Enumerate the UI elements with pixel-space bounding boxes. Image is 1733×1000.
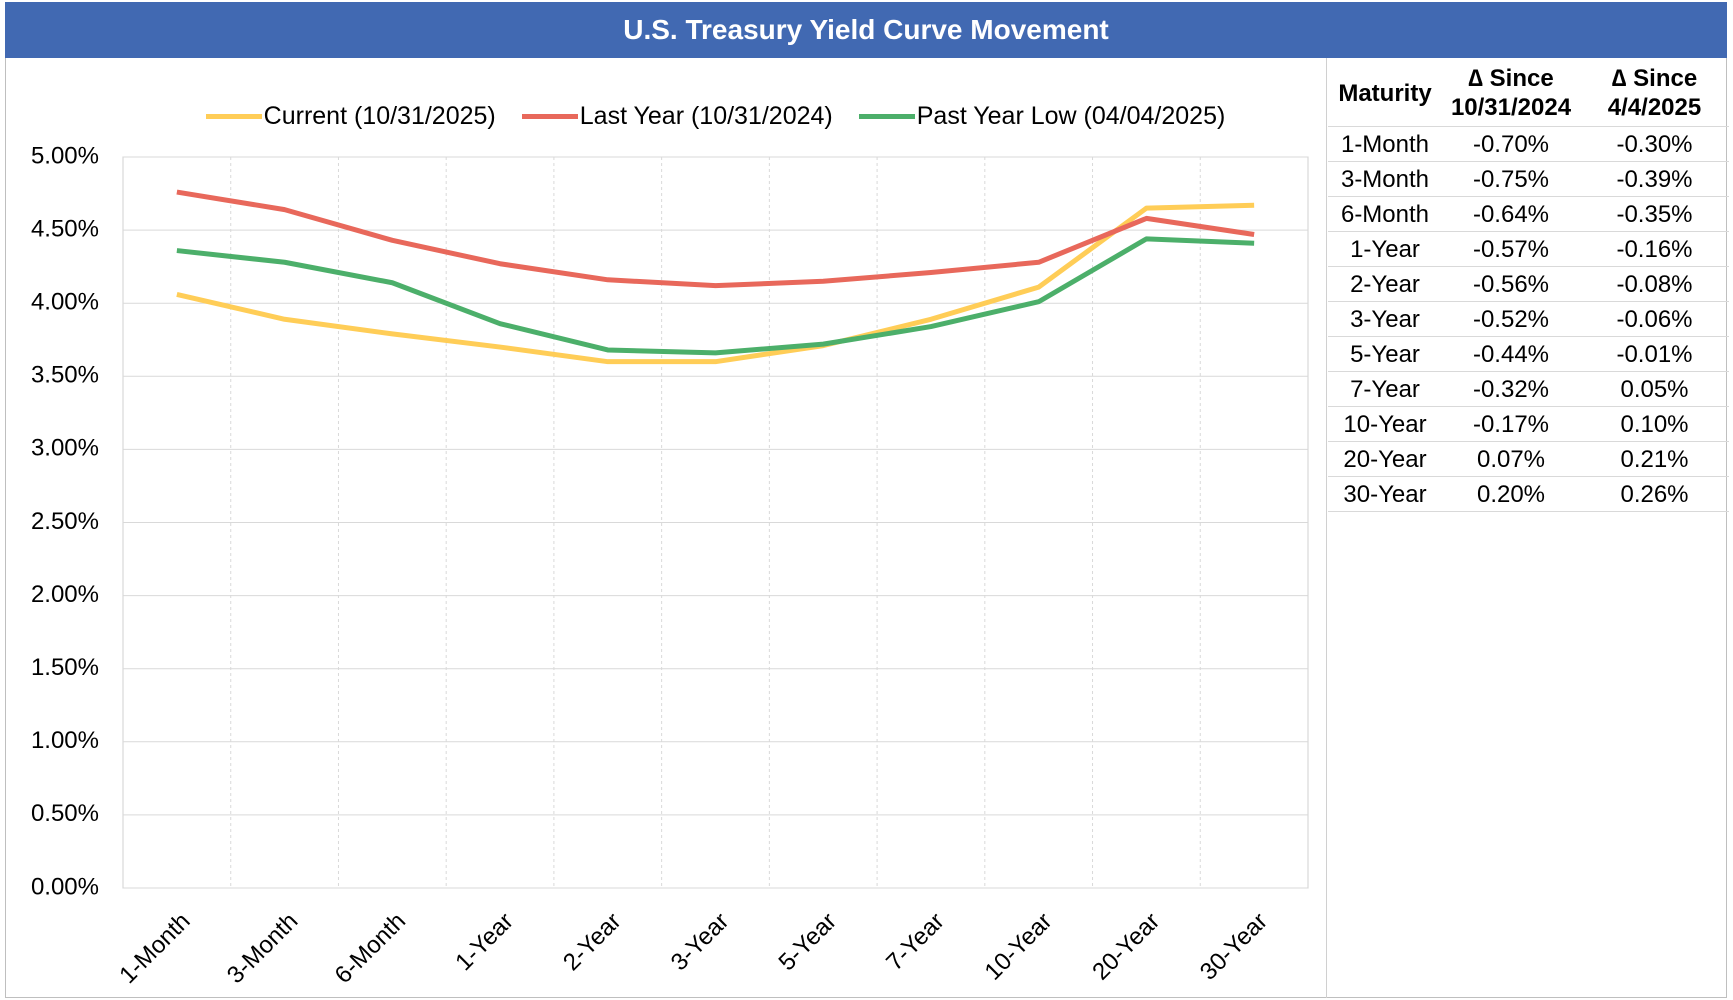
x-tick-label: 3-Year xyxy=(666,908,734,976)
table-cell: 3-Year xyxy=(1350,305,1420,333)
legend-swatch xyxy=(205,114,262,119)
legend-item: Current (10/31/2025) xyxy=(205,102,496,131)
legend-swatch xyxy=(858,114,915,119)
header-line: Maturity xyxy=(1338,79,1432,107)
x-tick-label: 6-Month xyxy=(330,908,411,989)
y-tick-label: 0.50% xyxy=(31,800,99,827)
table-cell: 30-Year xyxy=(1343,480,1427,508)
header-line: ∆ Since xyxy=(1468,65,1554,92)
y-tick-label: 2.50% xyxy=(31,508,99,535)
table-cell: -0.17% xyxy=(1472,410,1550,438)
line-series xyxy=(176,189,1255,289)
table-cell: 1-Month xyxy=(1340,130,1430,158)
header-cell: ∆ Since 4/4/2025 xyxy=(1580,64,1729,122)
table-cell: -0.16% xyxy=(1616,235,1693,263)
table-cell: 1-Year xyxy=(1350,235,1420,263)
table-cell: -0.70% xyxy=(1472,130,1550,158)
y-tick-label: 4.50% xyxy=(31,215,99,242)
table-cell: 0.10% xyxy=(1620,410,1689,438)
x-tick-label: 7-Year xyxy=(881,908,949,976)
legend-item: Last Year (10/31/2024) xyxy=(521,102,833,131)
x-tick-label: 2-Year xyxy=(558,908,626,976)
header-cell: Maturity xyxy=(1328,79,1442,108)
table: Maturity ∆ Since 10/31/2024 ∆ Since 4/4/2025… xyxy=(1328,60,1729,512)
y-tick-label: 1.50% xyxy=(31,654,99,681)
table-row: 20-Year 0.07% 0.21% xyxy=(1328,442,1729,477)
legend: Current (10/31/2025) Last Year (10/31/202… xyxy=(123,102,1308,131)
x-tick-label: 1-Year xyxy=(450,908,518,976)
header-line: 4/4/2025 xyxy=(1607,94,1702,121)
chart: 0.00% 0.50% 1.00% 1.50% 2.00% 2.50% 3.00% 3.50%… xyxy=(31,142,1309,989)
y-tick-label: 2.00% xyxy=(31,581,99,608)
divider xyxy=(1326,58,1327,998)
table-cell: -0.64% xyxy=(1472,200,1550,228)
header-line: ∆ Since xyxy=(1611,65,1698,92)
x-tick-label: 3-Month xyxy=(222,908,303,989)
header-cell: ∆ Since 10/31/2024 xyxy=(1442,64,1580,122)
y-tick-label: 3.00% xyxy=(31,435,99,462)
table-row: 2-Year -0.56% -0.08% xyxy=(1328,267,1729,302)
line-series xyxy=(176,236,1255,356)
y-tick-label: 4.00% xyxy=(31,289,99,316)
table-cell: 3-Month xyxy=(1340,165,1430,193)
table-cell: -0.08% xyxy=(1616,270,1693,298)
table-cell: 0.05% xyxy=(1620,375,1689,403)
table-header: Maturity ∆ Since 10/31/2024 ∆ Since 4/4/2025 xyxy=(1328,60,1729,127)
chart-title: U.S. Treasury Yield Curve Movement xyxy=(5,2,1727,58)
table-row: 1-Month -0.70% -0.30% xyxy=(1328,127,1729,162)
table-cell: -0.01% xyxy=(1616,340,1693,368)
table-cell: -0.75% xyxy=(1472,165,1550,193)
table-cell: 10-Year xyxy=(1343,410,1427,438)
table-cell: -0.44% xyxy=(1472,340,1550,368)
legend-swatch xyxy=(521,114,578,119)
x-tick-label: 5-Year xyxy=(773,908,841,976)
table-row: 30-Year 0.20% 0.26% xyxy=(1328,477,1729,512)
table-cell: -0.57% xyxy=(1472,235,1550,263)
table-cell: 0.26% xyxy=(1620,480,1689,508)
table-row: 5-Year -0.44% -0.01% xyxy=(1328,337,1729,372)
table-row: 3-Month -0.75% -0.39% xyxy=(1328,162,1729,197)
table-row: 7-Year -0.32% 0.05% xyxy=(1328,372,1729,407)
table-cell: 0.07% xyxy=(1476,445,1546,473)
table-cell: -0.35% xyxy=(1616,200,1693,228)
line-series xyxy=(176,202,1255,365)
y-tick-label: 5.00% xyxy=(31,142,99,169)
table-cell: -0.52% xyxy=(1472,305,1550,333)
x-tick-label: 30-Year xyxy=(1195,908,1273,986)
table-cell: 0.21% xyxy=(1620,445,1689,473)
table-row: 1-Year -0.57% -0.16% xyxy=(1328,232,1729,267)
legend-label: Past Year Low (04/04/2025) xyxy=(916,102,1226,130)
table-cell: -0.39% xyxy=(1616,165,1693,193)
table-cell: -0.30% xyxy=(1616,130,1693,158)
legend-label: Last Year (10/31/2024) xyxy=(579,102,833,130)
table-cell: 7-Year xyxy=(1350,375,1420,403)
y-tick-label: 1.00% xyxy=(31,727,99,754)
header-line: 10/31/2024 xyxy=(1450,94,1572,121)
x-tick-label: 20-Year xyxy=(1087,908,1165,986)
table-row: 3-Year -0.52% -0.06% xyxy=(1328,302,1729,337)
x-tick-label: 1-Month xyxy=(114,908,195,989)
table-cell: 5-Year xyxy=(1350,340,1420,368)
y-tick-label: 0.00% xyxy=(31,873,99,900)
y-tick-label: 3.50% xyxy=(31,362,99,389)
table-row: 6-Month -0.64% -0.35% xyxy=(1328,197,1729,232)
table-cell: 20-Year xyxy=(1343,445,1427,473)
table-cell: 0.20% xyxy=(1476,480,1546,508)
table-cell: 2-Year xyxy=(1350,270,1420,298)
table-cell: 6-Month xyxy=(1340,200,1430,228)
legend-item: Past Year Low (04/04/2025) xyxy=(858,102,1226,131)
x-tick-label: 10-Year xyxy=(979,908,1057,986)
table-cell: -0.56% xyxy=(1472,270,1550,298)
table-cell: -0.32% xyxy=(1472,375,1550,403)
table-cell: -0.06% xyxy=(1616,305,1693,333)
table-row: 10-Year -0.17% 0.10% xyxy=(1328,407,1729,442)
legend-label: Current (10/31/2025) xyxy=(263,102,496,130)
